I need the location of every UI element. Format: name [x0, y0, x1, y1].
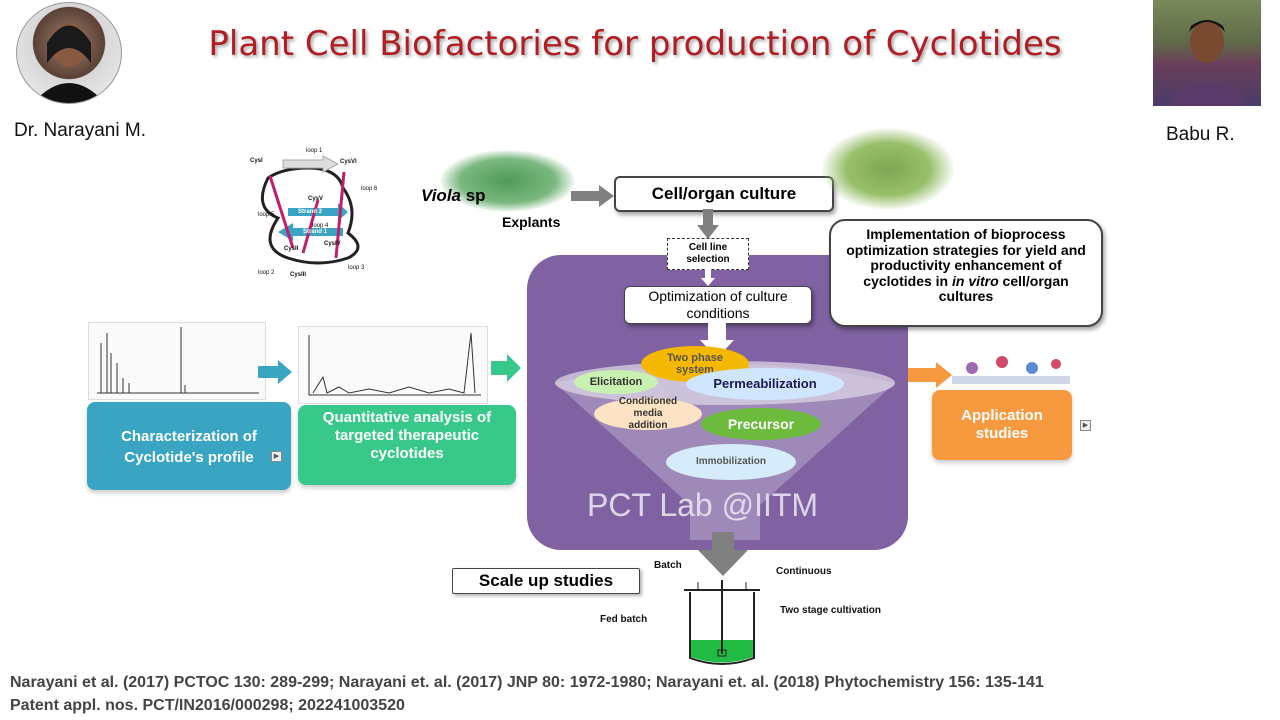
cys1-label: CysI: [250, 158, 263, 164]
person-photo-icon: [1167, 20, 1247, 106]
implementation-box: Implementation of bioprocess optimizatio…: [829, 219, 1103, 327]
loop4-label: loop 4: [312, 223, 329, 229]
optimization-label: Optimization of culture conditions: [648, 288, 788, 321]
strand2-label: Strand 2: [298, 209, 323, 215]
loop2-label: loop 2: [258, 270, 275, 276]
loop1-label: loop 1: [306, 148, 323, 154]
arrow-down-icon: [697, 209, 719, 239]
fed-batch-label: Fed batch: [600, 614, 648, 625]
viola-italic: Viola: [421, 186, 461, 205]
permeabilization-label: Permeabilization: [713, 376, 817, 391]
callus-culture-image: [822, 128, 954, 210]
continuous-label: Continuous: [776, 566, 832, 577]
left-name: Dr. Narayani M.: [14, 120, 146, 141]
implementation-text: Implementation of bioprocess optimizatio…: [831, 221, 1101, 305]
references-line-1: Narayani et al. (2017) PCTOC 130: 289-29…: [10, 674, 1044, 691]
cys4-label: CysIV: [324, 241, 341, 247]
ms-spectrum-image: [88, 322, 266, 400]
elicitation-oval: Elicitation: [574, 370, 658, 394]
cys5-label: CysV: [308, 196, 324, 202]
cys6-label: CysVI: [340, 159, 357, 165]
cell-line-selection-label: Cell line selection: [686, 242, 730, 265]
cell-line-selection-box: Cell line selection: [667, 238, 749, 270]
application-label: Application studies: [961, 407, 1043, 442]
characterization-label: Characterization of Cyclotide's profile: [121, 428, 257, 466]
optimization-box: Optimization of culture conditions: [624, 286, 812, 324]
arrow-right-icon: [491, 354, 521, 382]
conditioned-media-oval: Conditioned media addition: [594, 396, 702, 431]
cys2-label: CysII: [284, 246, 299, 252]
membrane-image: [952, 350, 1070, 388]
cell-organ-culture-label: Cell/organ culture: [651, 184, 797, 203]
batch-label: Batch: [654, 560, 682, 571]
implementation-post: cell/organ cultures: [938, 272, 1069, 304]
immobilization-label: Immobilization: [696, 456, 766, 467]
viola-sp: sp: [461, 186, 486, 205]
avatar-left: [16, 2, 122, 104]
bioreactor-icon: [684, 580, 760, 665]
permeabilization-oval: Permeabilization: [686, 368, 844, 400]
quantitative-label: Quantitative analysis of targeted therap…: [322, 409, 492, 462]
loop3-label: loop 3: [348, 265, 365, 271]
arrow-down-icon: [701, 268, 715, 286]
chromatogram-plot-icon: [308, 332, 481, 396]
cyclotide-structure-icon: [260, 155, 360, 265]
loop5-label: loop 5: [258, 212, 275, 218]
right-name: Babu R.: [1166, 124, 1235, 145]
cell-organ-culture-box: Cell/organ culture: [614, 176, 834, 212]
viola-leaves-image: [440, 150, 575, 212]
spectrum-plot-icon: [97, 327, 259, 394]
application-box: Application studies: [932, 390, 1072, 460]
viola-label: Viola sp: [421, 186, 486, 206]
quantitative-box: Quantitative analysis of targeted therap…: [298, 405, 516, 485]
media-play-icon[interactable]: ▶: [271, 451, 282, 462]
strand1-label: Strand 1: [303, 229, 328, 235]
explants-label: Explants: [502, 214, 561, 230]
scale-up-label: Scale up studies: [478, 571, 614, 590]
person-photo-icon: [33, 23, 105, 103]
characterization-box: Characterization of Cyclotide's profile: [87, 402, 291, 490]
immobilization-oval: Immobilization: [666, 444, 796, 480]
lab-label: PCT Lab @IITM: [587, 487, 819, 523]
avatar-right: [1153, 0, 1261, 106]
cys3-label: CysIII: [290, 272, 307, 278]
arrow-right-icon: [258, 360, 292, 384]
cyclotide-structure-diagram: loop 1 loop 2 loop 3 loop 4 loop 5 loop …: [248, 148, 383, 280]
two-stage-label: Two stage cultivation: [780, 605, 881, 616]
precursor-label: Precursor: [727, 416, 795, 432]
arrow-down-icon: [698, 532, 748, 576]
implementation-pre: Implementation of bioprocess optimizatio…: [846, 226, 1086, 289]
loop6-label: loop 6: [361, 186, 378, 192]
membrane-protein-icon: [952, 356, 1070, 384]
media-play-icon[interactable]: ▶: [1080, 420, 1091, 431]
scale-up-box: Scale up studies: [452, 568, 640, 594]
conditioned-media-label: Conditioned media addition: [618, 396, 678, 431]
page-title: Plant Cell Biofactories for production o…: [208, 24, 1062, 64]
implementation-italic: in vitro: [952, 272, 999, 289]
elicitation-label: Elicitation: [589, 376, 643, 388]
hplc-chromatogram-image: [298, 326, 488, 404]
arrow-right-icon: [571, 185, 614, 207]
precursor-oval: Precursor: [701, 408, 821, 440]
arrow-right-icon: [908, 362, 952, 388]
references-line-2: Patent appl. nos. PCT/IN2016/000298; 202…: [10, 697, 405, 714]
